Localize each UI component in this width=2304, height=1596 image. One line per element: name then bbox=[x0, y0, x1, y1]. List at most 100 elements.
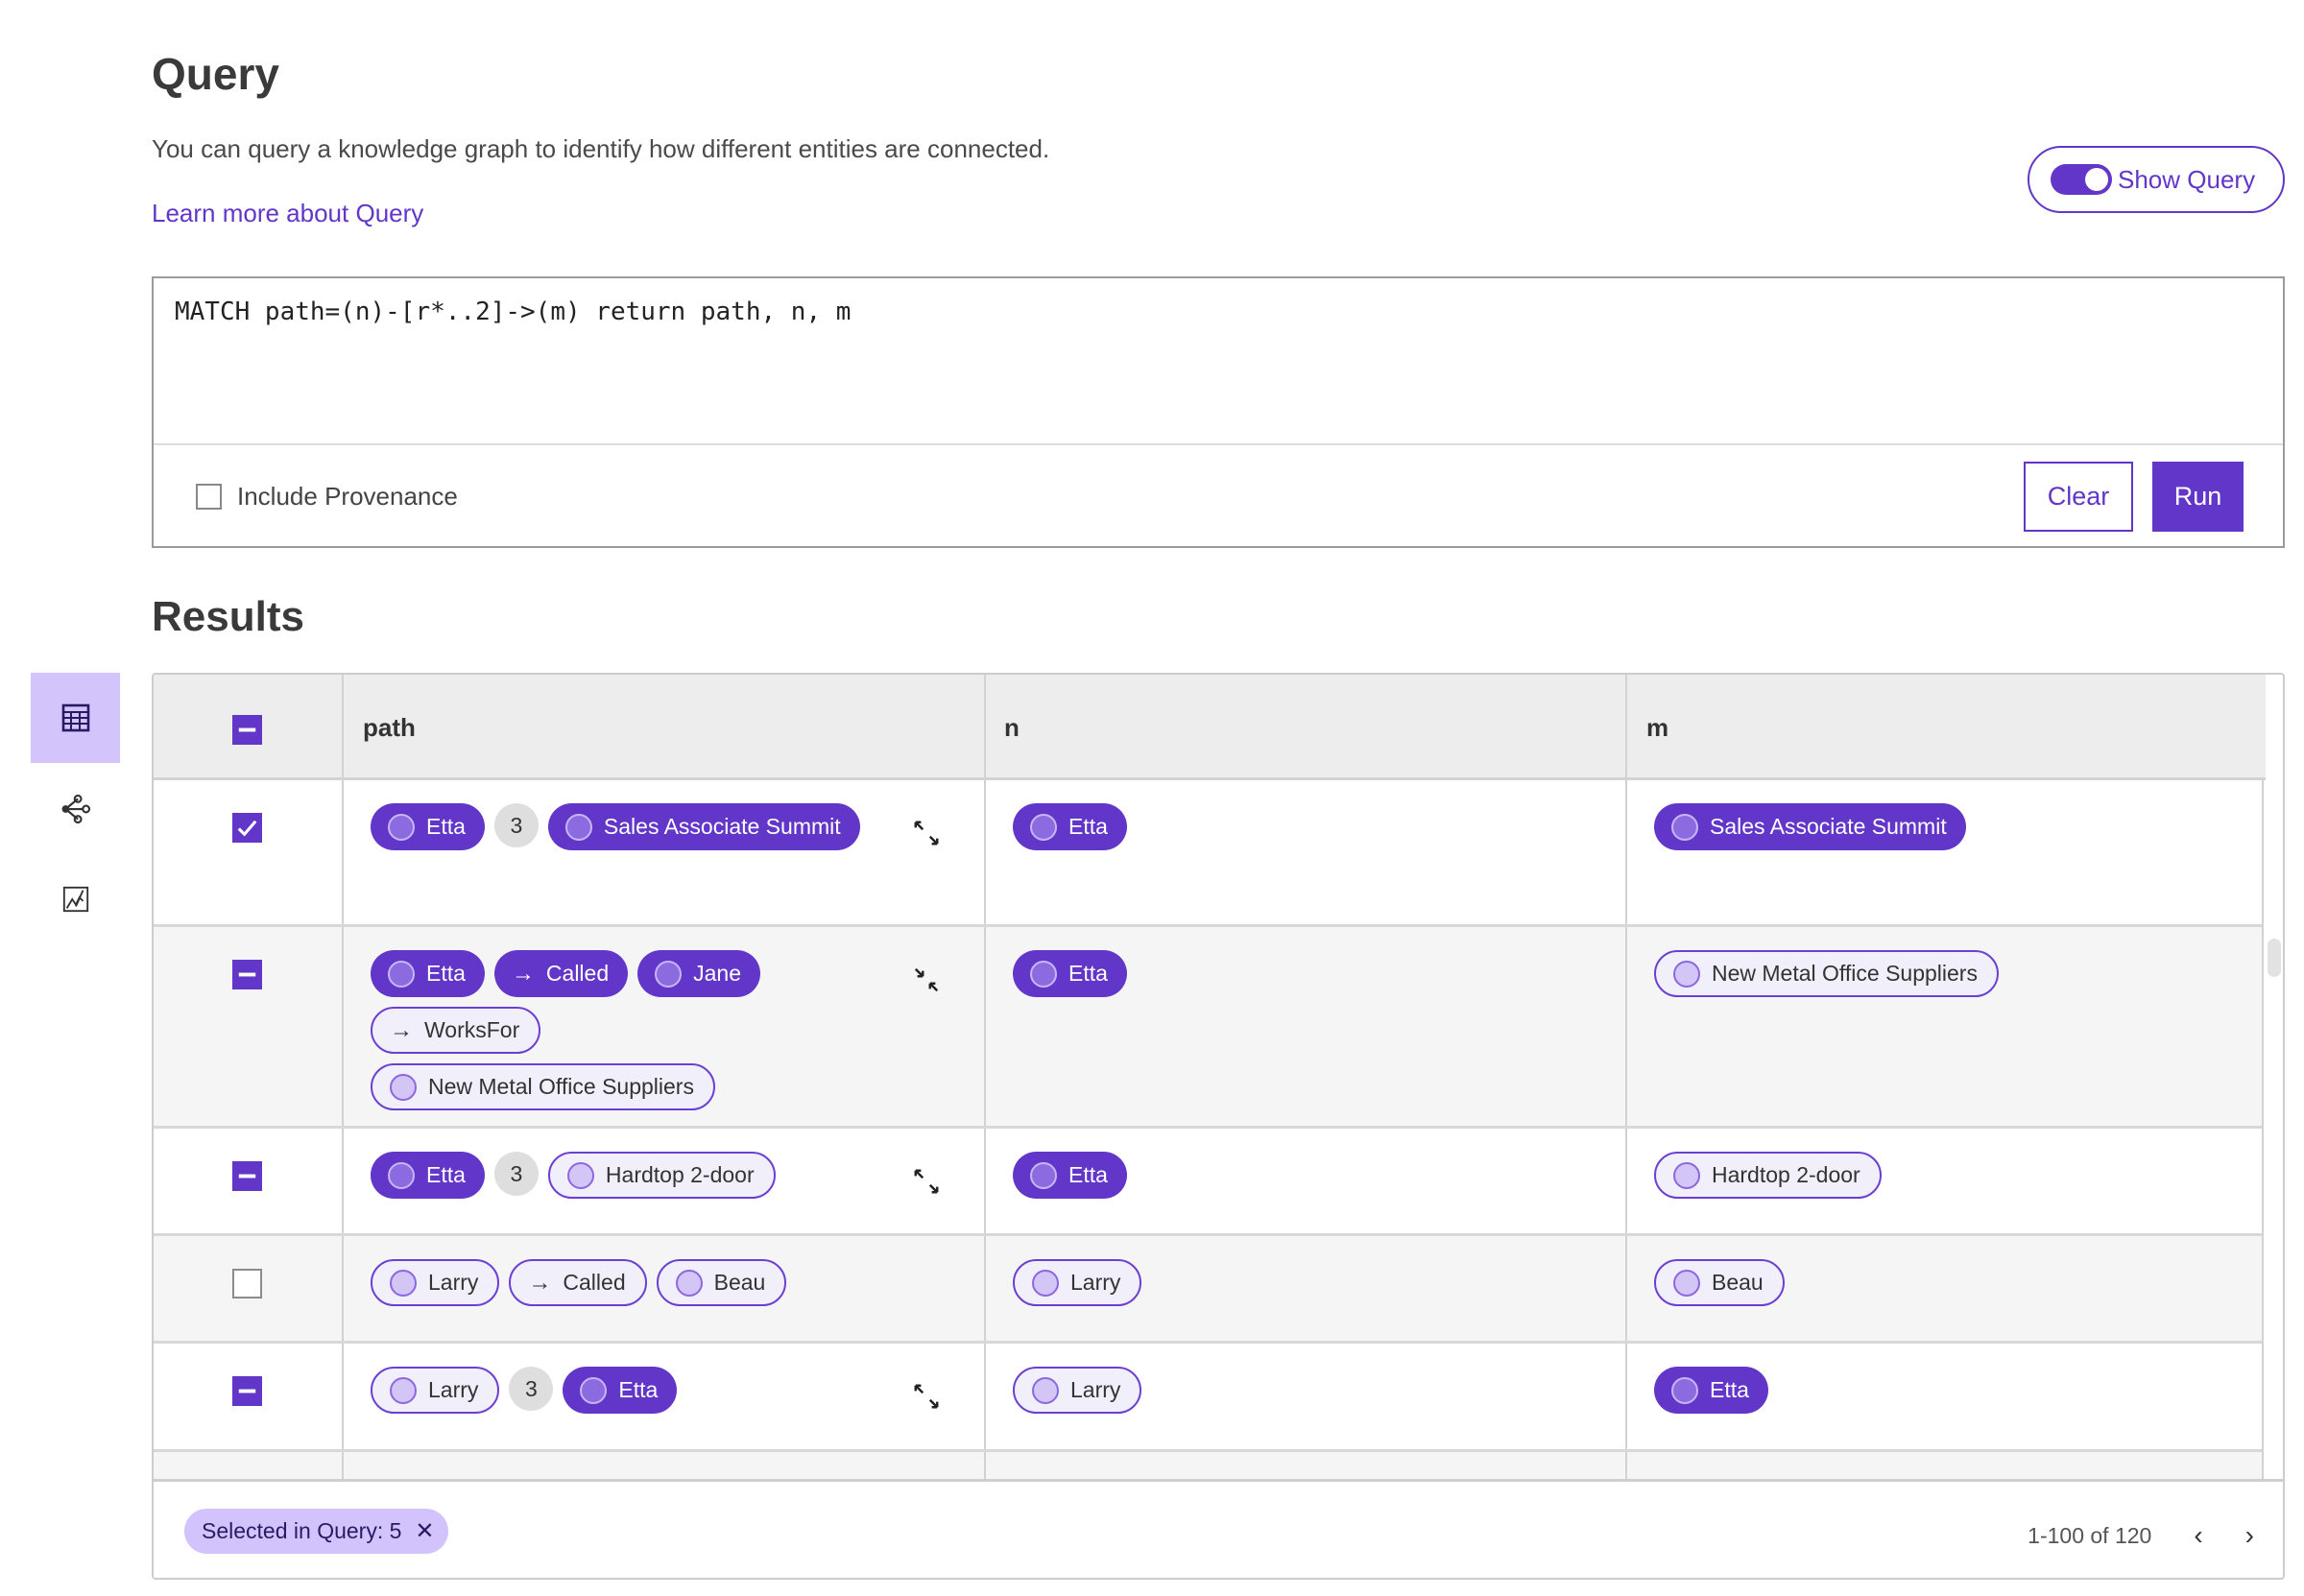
chart-icon bbox=[62, 886, 88, 913]
node-icon bbox=[388, 960, 415, 988]
run-button[interactable]: Run bbox=[2152, 462, 2244, 532]
node-chip[interactable]: Etta bbox=[1013, 803, 1127, 850]
clear-button[interactable]: Clear bbox=[2024, 462, 2133, 532]
path-count-badge[interactable]: 3 bbox=[493, 803, 539, 847]
m-cell: Etta bbox=[1625, 1344, 2266, 1449]
column-header-m[interactable]: m bbox=[1646, 713, 1669, 742]
table-row[interactable]: Etta 3 Sales Associate Summit Etta Sales Ass… bbox=[154, 780, 2266, 927]
node-chip[interactable]: Hardtop 2-door bbox=[547, 1152, 776, 1199]
node-chip[interactable]: Hardtop 2-door bbox=[1654, 1152, 1882, 1199]
node-icon bbox=[1030, 960, 1057, 988]
node-chip[interactable]: Larry bbox=[371, 1367, 500, 1414]
selected-in-query-chip[interactable]: Selected in Query: 5 ✕ bbox=[184, 1509, 448, 1554]
node-chip[interactable]: New Metal Office Suppliers bbox=[371, 1063, 715, 1110]
table-row[interactable]: Etta → Called Jane → WorksFor New Metal Office… bbox=[154, 927, 2266, 1129]
node-icon bbox=[564, 813, 592, 841]
arrow-right-icon: → bbox=[390, 1016, 413, 1043]
node-icon bbox=[390, 1269, 417, 1297]
expand-icon[interactable] bbox=[912, 1382, 941, 1417]
toggle-switch-icon[interactable] bbox=[2051, 164, 2112, 195]
chip-label: Sales Associate Summit bbox=[1710, 814, 1947, 839]
row-checkbox[interactable] bbox=[232, 1376, 262, 1406]
node-chip[interactable]: Etta bbox=[1013, 1152, 1127, 1199]
expand-icon[interactable] bbox=[912, 1167, 941, 1202]
include-provenance-checkbox[interactable]: Include Provenance bbox=[196, 482, 458, 512]
node-chip[interactable]: New Metal Office Suppliers bbox=[1654, 950, 1999, 997]
include-provenance-label: Include Provenance bbox=[237, 482, 458, 511]
column-divider bbox=[984, 675, 986, 777]
n-cell: Etta bbox=[984, 927, 1625, 1126]
chip-label: Jane bbox=[693, 961, 742, 986]
vertical-scrollbar[interactable] bbox=[2262, 780, 2283, 1481]
node-chip[interactable]: Beau bbox=[656, 1259, 787, 1306]
checkbox-icon[interactable] bbox=[196, 484, 222, 510]
chip-label: Etta bbox=[426, 1162, 466, 1187]
path-count-badge[interactable]: 3 bbox=[493, 1152, 539, 1196]
path-cell: Etta 3 Hardtop 2-door bbox=[342, 1129, 984, 1233]
learn-more-link[interactable]: Learn more about Query bbox=[152, 199, 424, 227]
graph-view-button[interactable] bbox=[31, 764, 120, 854]
show-query-toggle[interactable]: Show Query bbox=[2028, 146, 2285, 213]
column-header-path[interactable]: path bbox=[363, 713, 416, 742]
n-cell: Larry bbox=[984, 1236, 1625, 1341]
node-chip[interactable]: Etta bbox=[371, 950, 485, 997]
path-cell: Larry → Called Beau bbox=[342, 1236, 984, 1341]
scrollbar-thumb[interactable] bbox=[2268, 939, 2281, 977]
row-checkbox[interactable] bbox=[232, 960, 262, 989]
row-checkbox[interactable] bbox=[232, 1269, 262, 1298]
table-row[interactable]: Larry 3 Etta Larry Etta bbox=[154, 1344, 2266, 1452]
chip-label: Called bbox=[545, 961, 610, 986]
row-checkbox[interactable] bbox=[232, 1161, 262, 1191]
table-footer: Selected in Query: 5 ✕ 1-100 of 120 ‹ › bbox=[154, 1479, 2283, 1578]
edge-chip[interactable]: → Called bbox=[509, 1259, 647, 1306]
query-editor-panel: Include Provenance Clear Run bbox=[152, 276, 2285, 548]
chip-label: Etta bbox=[426, 961, 466, 986]
show-query-label: Show Query bbox=[2118, 164, 2256, 194]
chip-label: Called bbox=[563, 1270, 626, 1295]
node-chip[interactable]: Sales Associate Summit bbox=[547, 803, 860, 850]
table-header: path n m bbox=[154, 675, 2266, 780]
chip-label: Larry bbox=[1070, 1377, 1121, 1402]
column-divider bbox=[1625, 675, 1627, 777]
column-divider bbox=[342, 675, 344, 777]
n-cell: Etta bbox=[984, 1129, 1625, 1233]
node-chip[interactable]: Beau bbox=[1654, 1259, 1785, 1306]
edge-chip[interactable]: → WorksFor bbox=[371, 1007, 541, 1054]
node-chip[interactable]: Larry bbox=[1013, 1259, 1142, 1306]
node-icon bbox=[675, 1269, 703, 1297]
node-icon bbox=[1032, 1269, 1059, 1297]
chip-label: WorksFor bbox=[424, 1017, 520, 1042]
close-icon[interactable]: ✕ bbox=[415, 1518, 435, 1544]
table-view-button[interactable] bbox=[31, 673, 120, 763]
node-chip[interactable]: Larry bbox=[371, 1259, 500, 1306]
chip-label: Hardtop 2-door bbox=[1712, 1162, 1860, 1187]
node-icon bbox=[1673, 960, 1700, 988]
node-chip[interactable]: Etta bbox=[1013, 950, 1127, 997]
column-header-n[interactable]: n bbox=[1004, 713, 1020, 742]
table-row[interactable]: Etta 3 Hardtop 2-door Etta Hardtop 2-door bbox=[154, 1129, 2266, 1236]
query-input[interactable] bbox=[154, 278, 2283, 445]
chip-label: Larry bbox=[1070, 1270, 1121, 1295]
collapse-icon[interactable] bbox=[912, 965, 941, 1000]
node-chip[interactable]: Etta bbox=[371, 803, 485, 850]
node-chip[interactable]: Sales Associate Summit bbox=[1654, 803, 1966, 850]
node-icon bbox=[390, 1073, 417, 1101]
node-chip[interactable]: Larry bbox=[1013, 1367, 1142, 1414]
table-row[interactable]: Larry → Called Beau Larry Beau bbox=[154, 1236, 2266, 1344]
expand-icon[interactable] bbox=[912, 819, 941, 853]
node-chip[interactable]: Etta bbox=[563, 1367, 678, 1414]
path-count-badge[interactable]: 3 bbox=[509, 1367, 554, 1411]
node-icon bbox=[655, 960, 683, 988]
chart-view-button[interactable] bbox=[31, 854, 120, 944]
select-all-checkbox[interactable] bbox=[232, 715, 262, 745]
chip-label: New Metal Office Suppliers bbox=[1712, 961, 1978, 986]
chip-label: Hardtop 2-door bbox=[605, 1162, 755, 1187]
chip-label: Etta bbox=[1710, 1377, 1749, 1402]
node-chip[interactable]: Jane bbox=[637, 950, 761, 997]
edge-chip[interactable]: → Called bbox=[493, 950, 629, 997]
node-chip[interactable]: Etta bbox=[1654, 1367, 1768, 1414]
node-chip[interactable]: Etta bbox=[371, 1152, 485, 1199]
row-checkbox[interactable] bbox=[232, 813, 262, 843]
chevron-left-icon[interactable]: ‹ bbox=[2194, 1520, 2203, 1550]
chevron-right-icon[interactable]: › bbox=[2244, 1520, 2254, 1550]
